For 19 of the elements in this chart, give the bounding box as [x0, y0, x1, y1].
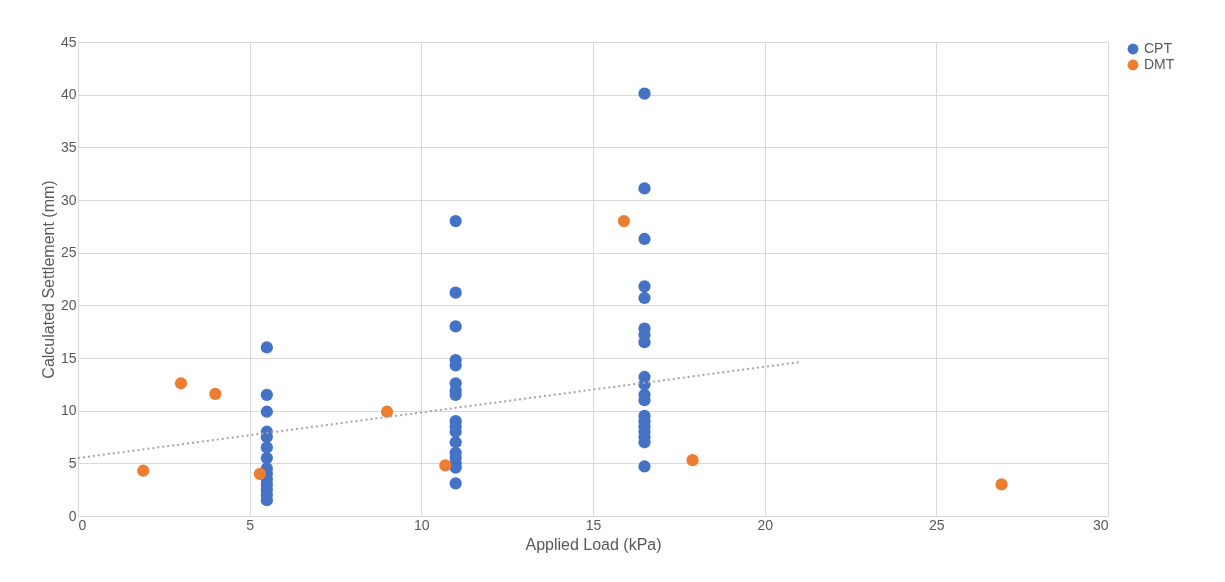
x-axis-title: Applied Load (kPa) [525, 535, 662, 553]
x-tick-label: 30 [1092, 516, 1109, 533]
y-tick-label: 40 [60, 86, 77, 103]
y-tick-label: 25 [60, 244, 77, 261]
legend-label: DMT [1144, 56, 1175, 72]
legend-label: CPT [1144, 40, 1173, 56]
y-axis-title: Calculated Settlement (mm) [39, 180, 57, 379]
y-tick-label: 15 [60, 349, 77, 366]
x-tick-label: 10 [414, 516, 430, 533]
y-tick-label: 35 [60, 138, 77, 155]
y-tick-label: 45 [60, 33, 77, 50]
x-tick-label: 25 [929, 516, 945, 533]
x-tick-label: 5 [246, 516, 255, 533]
y-tick-label: 30 [60, 191, 77, 208]
y-tick-label: 10 [60, 402, 77, 419]
y-tick-label: 5 [68, 454, 77, 471]
y-tick-label: 20 [60, 296, 77, 313]
x-tick-label: 15 [585, 516, 602, 533]
x-tick-label: 20 [757, 516, 774, 533]
